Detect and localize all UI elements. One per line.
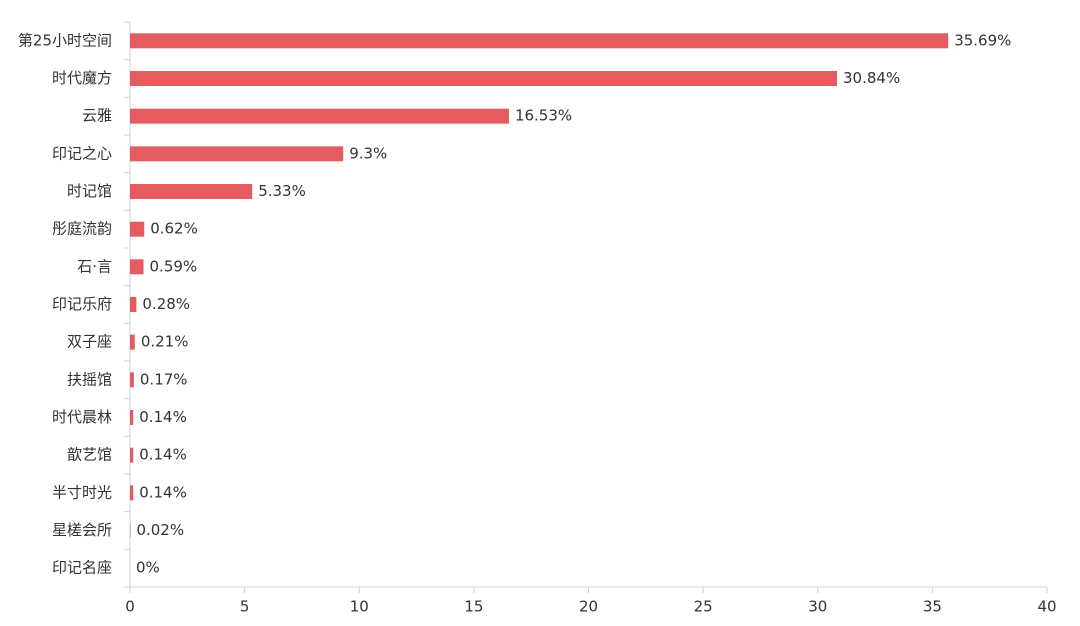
x-tick-label: 15 xyxy=(464,598,483,616)
value-label: 0.02% xyxy=(136,521,184,539)
bar xyxy=(130,184,253,199)
bar xyxy=(130,372,134,388)
bar xyxy=(130,259,144,275)
bar xyxy=(130,71,838,86)
value-label: 0.59% xyxy=(150,257,198,275)
value-label: 0.17% xyxy=(140,370,188,388)
bar xyxy=(130,146,344,162)
x-tick-label: 35 xyxy=(923,598,942,616)
y-tick-label: 第25小时空间 xyxy=(18,31,112,49)
y-tick-label: 半寸时光 xyxy=(52,483,112,501)
x-tick-label: 25 xyxy=(694,598,713,616)
bar xyxy=(130,33,949,49)
bar xyxy=(130,485,134,501)
value-label: 0% xyxy=(136,559,160,577)
value-label: 0.14% xyxy=(139,446,187,464)
y-tick-label: 时记馆 xyxy=(67,182,112,200)
x-tick-label: 0 xyxy=(125,598,135,616)
y-tick-label: 星槎会所 xyxy=(52,521,112,539)
y-tick-label: 时代晨林 xyxy=(52,408,112,426)
y-tick-label: 彤庭流韵 xyxy=(52,220,112,238)
bar xyxy=(130,297,137,312)
value-label: 0.14% xyxy=(139,483,187,501)
y-tick-label: 印记之心 xyxy=(52,144,112,162)
bar xyxy=(130,410,134,425)
value-label: 0.21% xyxy=(141,333,189,351)
bar xyxy=(130,108,509,124)
bar xyxy=(130,447,134,463)
x-tick-label: 40 xyxy=(1037,598,1056,616)
value-label: 5.33% xyxy=(258,182,306,200)
value-label: 0.14% xyxy=(139,408,187,426)
value-label: 0.28% xyxy=(142,295,190,313)
value-label: 9.3% xyxy=(349,144,387,162)
y-tick-label: 双子座 xyxy=(67,333,112,351)
y-tick-label: 印记乐府 xyxy=(52,295,112,313)
y-tick-label: 云雅 xyxy=(82,107,112,125)
x-tick-label: 5 xyxy=(240,598,250,616)
value-label: 30.84% xyxy=(843,69,900,87)
y-tick-label: 印记名座 xyxy=(52,559,112,577)
bar xyxy=(130,221,145,237)
value-label: 16.53% xyxy=(515,107,572,125)
bar xyxy=(130,334,135,350)
value-label: 0.62% xyxy=(150,220,198,238)
y-tick-label: 扶摇馆 xyxy=(67,370,112,388)
x-tick-label: 10 xyxy=(350,598,369,616)
x-tick-label: 30 xyxy=(808,598,827,616)
y-tick-label: 歆艺馆 xyxy=(67,446,112,464)
y-tick-label: 石·言 xyxy=(77,257,112,275)
x-tick-label: 20 xyxy=(579,598,598,616)
value-label: 35.69% xyxy=(954,31,1011,49)
y-tick-label: 时代魔方 xyxy=(52,69,112,87)
